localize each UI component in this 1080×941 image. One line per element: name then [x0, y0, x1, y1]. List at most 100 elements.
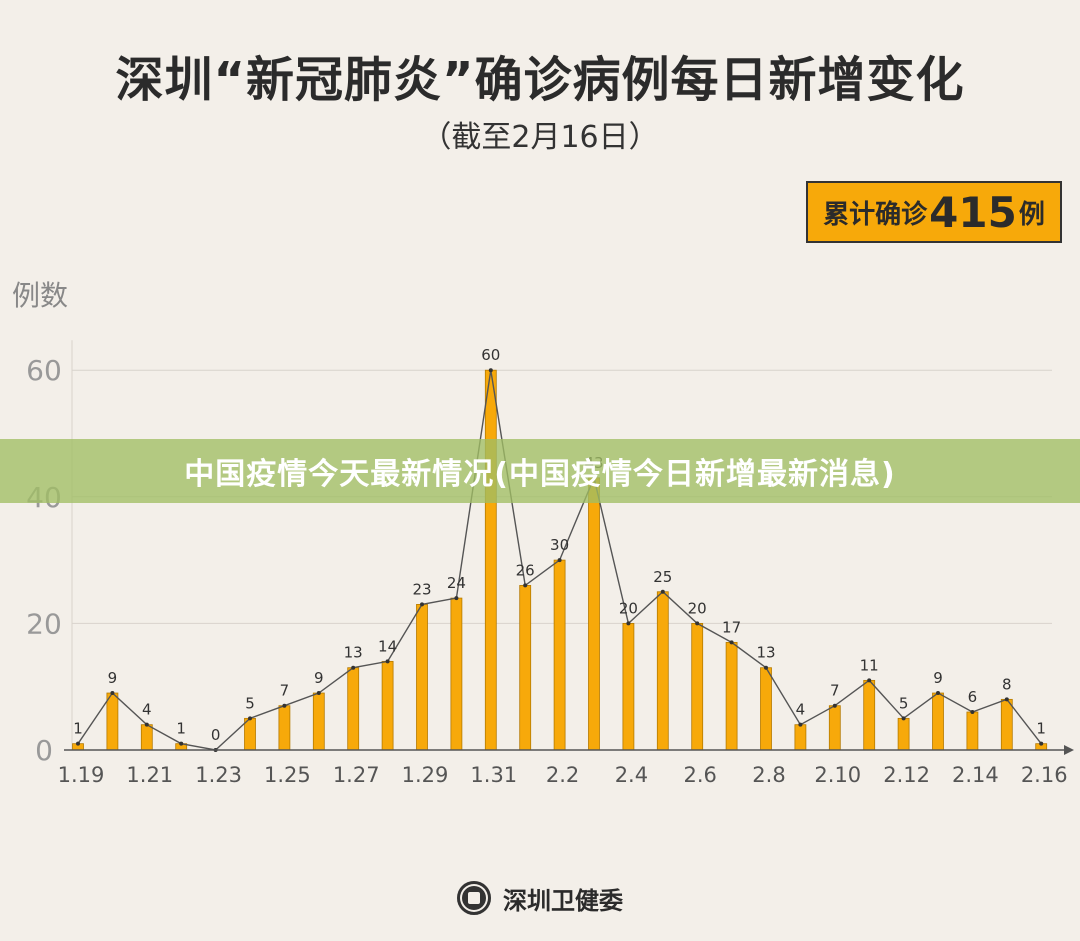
data-point — [764, 665, 768, 670]
data-point — [557, 558, 562, 563]
data-label: 5 — [899, 694, 909, 712]
data-point — [420, 602, 424, 607]
bar — [244, 717, 256, 751]
data-label: 9 — [314, 669, 324, 687]
data-point — [110, 691, 115, 696]
data-label: 9 — [933, 669, 943, 687]
bar — [519, 585, 532, 751]
bar — [1000, 698, 1013, 751]
x-tick-label: 2.16 — [1021, 763, 1068, 787]
x-tick-label: 2.12 — [883, 763, 930, 787]
data-label: 14 — [378, 637, 397, 655]
data-point — [798, 722, 803, 727]
bar — [381, 660, 394, 751]
x-tick-label: 2.10 — [814, 763, 861, 787]
data-label: 1 — [1036, 720, 1046, 738]
x-tick-label: 1.29 — [402, 763, 449, 787]
bar — [622, 623, 635, 751]
total-value: 415 — [929, 187, 1017, 237]
banner-text: 中国疫情今天最新情况(中国疫情今日新增最新消息) — [184, 457, 896, 492]
bar — [416, 604, 428, 751]
bar — [656, 591, 669, 751]
data-label: 7 — [830, 682, 840, 700]
x-tick-label: 2.2 — [546, 763, 579, 787]
bar — [484, 369, 497, 751]
data-point — [832, 703, 837, 708]
org-seal-icon — [457, 881, 491, 915]
data-label: 17 — [722, 618, 741, 636]
data-label: 4 — [796, 701, 806, 719]
chart-subtitle: （截至2月16日） — [421, 120, 659, 155]
headline-banner: 中国疫情今天最新情况(中国疫情今日新增最新消息) — [0, 439, 1080, 503]
x-axis-arrow — [1064, 745, 1074, 755]
data-point — [488, 368, 493, 373]
x-tick-label: 1.27 — [333, 763, 380, 787]
data-label: 20 — [619, 599, 638, 617]
x-tick-label: 2.6 — [683, 763, 716, 787]
data-label: 60 — [481, 346, 500, 364]
data-point — [729, 640, 734, 645]
x-tick-label: 2.14 — [952, 763, 999, 787]
data-point — [385, 659, 390, 664]
data-point — [626, 621, 631, 626]
data-label: 30 — [550, 536, 569, 554]
data-label: 13 — [756, 644, 775, 662]
data-point — [316, 691, 321, 696]
bar — [725, 641, 738, 751]
data-label: 4 — [142, 701, 152, 719]
bar — [932, 692, 944, 751]
bar — [140, 724, 153, 751]
data-point — [695, 621, 700, 626]
bar — [278, 705, 291, 751]
data-point — [351, 665, 356, 670]
bar — [794, 724, 807, 751]
data-point — [901, 716, 906, 721]
x-tick-label: 1.31 — [470, 763, 517, 787]
total-label: 累计确诊 — [823, 199, 928, 230]
data-point — [76, 741, 80, 746]
data-label: 0 — [211, 726, 221, 744]
data-point — [454, 596, 459, 601]
data-point — [867, 678, 872, 683]
data-label: 25 — [653, 568, 672, 586]
x-tick-label: 1.19 — [58, 763, 105, 787]
data-point — [179, 741, 184, 746]
org-name: 深圳卫健委 — [503, 886, 623, 915]
bar — [691, 623, 704, 751]
bar — [312, 692, 325, 751]
total-unit: 例 — [1018, 199, 1045, 230]
data-point — [1039, 741, 1044, 746]
y-tick-label: 60 — [26, 354, 62, 387]
bar — [553, 559, 566, 751]
data-label: 24 — [447, 574, 466, 592]
data-label: 7 — [280, 682, 290, 700]
data-point — [1004, 697, 1009, 702]
y-tick-label: 0 — [35, 734, 53, 767]
data-label: 26 — [516, 561, 535, 579]
bar — [966, 711, 979, 751]
chart-title: 深圳“新冠肺炎”确诊病例每日新增变化 — [115, 52, 965, 108]
data-point — [936, 691, 940, 696]
bar — [897, 717, 910, 751]
data-point — [248, 716, 252, 721]
bar — [828, 705, 841, 751]
x-tick-label: 1.23 — [195, 763, 242, 787]
y-tick-label: 20 — [26, 607, 62, 640]
data-point — [970, 710, 975, 715]
bar — [106, 692, 119, 751]
data-point — [660, 589, 665, 594]
data-label: 5 — [245, 694, 255, 712]
data-point — [523, 583, 528, 588]
x-tick-label: 2.4 — [615, 763, 648, 787]
y-axis-label: 例数 — [12, 279, 69, 312]
bar — [863, 679, 876, 751]
data-label: 6 — [968, 688, 978, 706]
data-label: 8 — [1002, 675, 1012, 693]
data-label: 13 — [344, 644, 363, 662]
bar — [588, 477, 600, 751]
x-tick-label: 2.8 — [752, 763, 785, 787]
bar — [347, 667, 360, 751]
data-label: 9 — [108, 669, 118, 687]
data-label: 23 — [412, 580, 431, 598]
bar — [450, 597, 463, 751]
